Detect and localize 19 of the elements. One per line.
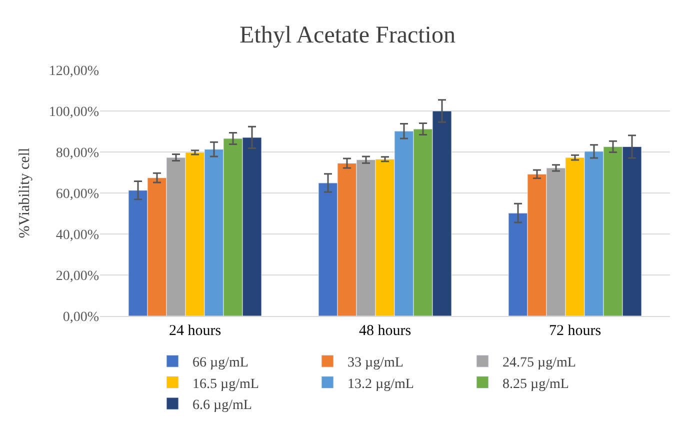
y-tick-label: 120,00% <box>48 64 100 79</box>
y-tick-label: 60,00% <box>56 186 100 202</box>
y-tick-label: 100,00% <box>48 104 100 120</box>
x-tick-label: 24 hours <box>168 323 222 339</box>
legend-label: 6.6 µg/mL <box>192 398 252 413</box>
x-tick-label: 72 hours <box>548 323 602 339</box>
y-tick-label: 20,00% <box>56 268 100 284</box>
y-tick-label: 40,00% <box>56 228 100 243</box>
chart-title: Ethyl Acetate Fraction <box>240 22 456 49</box>
legend-label: 13.2 µg/mL <box>348 376 414 392</box>
legend-label: 16.5 µg/mL <box>192 376 259 392</box>
legend-label: 8.25 µg/mL <box>502 376 569 392</box>
y-tick-label: 80,00% <box>56 146 100 161</box>
legend-label: 24.75 µg/mL <box>502 356 576 371</box>
legend-label: 33 µg/mL <box>348 356 404 371</box>
y-axis-title: %Viability cell <box>17 148 34 238</box>
y-tick-label: 0,00% <box>62 310 100 325</box>
x-tick-label: 48 hours <box>358 323 412 339</box>
legend-label: 66 µg/mL <box>192 356 248 371</box>
